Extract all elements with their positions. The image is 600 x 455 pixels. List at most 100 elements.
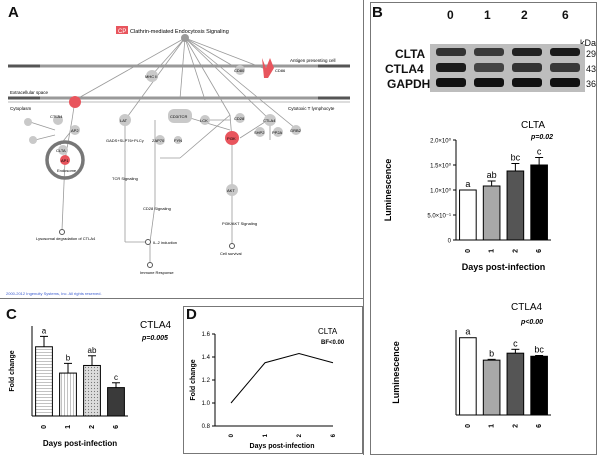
node-ctla4-left [53,115,63,125]
node-fyn [174,136,182,144]
significance-letter: b [66,353,71,362]
blot-kda-gapdh: 36 [586,79,597,89]
significance-letter: a [465,327,470,337]
node-shp2 [255,127,265,137]
x-axis-label: Days post-infection [43,439,117,448]
bar-1 [482,185,501,241]
band-clta-1 [474,48,504,56]
y-tick-label: 1.5×10⁰ [430,163,452,170]
y-tick-label: 0.8 [202,424,211,430]
y-axis-label: Luminescence [383,159,393,222]
x-tick-label: 1 [489,424,496,428]
x-axis-label: Days post-infection [462,262,546,272]
node-clta-endo-label: CLTA [56,148,66,153]
node-ap2 [70,125,80,135]
x-tick-label: 2 [89,425,96,429]
lane-label-6: 6 [562,8,569,22]
node-grb2 [291,125,301,135]
y-tick-label: 5.0×10⁻¹ [427,214,451,220]
pathway-nodes: CTLA4 AP2 CLTA AP1 LAT GADS+SLP76+PLCγ Z… [24,34,302,196]
node-pp2a [273,127,283,137]
output-survival-dot [229,243,235,249]
node-akt-label: AKT [227,188,235,193]
x-tick-label: 6 [536,424,543,428]
blot-bands-ctla4 [436,63,580,72]
blot-bands-clta [436,48,580,56]
bar-6 [530,164,548,241]
output-immune: Immune Response [140,270,174,275]
node-fyn-label: FYN [174,138,182,143]
node-cd86-label: CD86 [275,68,286,73]
node-zap70-label: ZAP70 [152,138,165,143]
significance-letter: bc [534,345,544,355]
chart-stat: p<0.00 [520,319,543,326]
node-pi3k [225,131,239,145]
node-ap2-label: AP2 [71,128,79,133]
node-top-hub [181,34,189,42]
chart-title: CLTA [521,120,545,131]
lane-label-0: 0 [447,8,454,22]
significance-letter: c [114,373,118,382]
node-lck [200,115,210,125]
output-survival: Cell survival [220,251,242,256]
node-cd86 [262,58,274,78]
y-tick-label: 1.4 [202,355,211,361]
node-lat [119,114,131,126]
node-lat-label: LAT [120,118,128,123]
panel-letter-c: C [6,306,17,323]
bar-0 [459,337,477,416]
copyright-text: 2000-2012 Ingenuity Systems, Inc. All ri… [6,291,102,296]
y-tick-label: 0 [448,239,452,245]
y-tick-label: 1.2 [202,378,211,384]
panel-letter-d: D [186,306,197,323]
node-small-1 [24,118,32,126]
bar-6 [530,355,548,416]
output-il2: IL-2 induction [153,240,177,245]
node-ap1 [60,155,70,165]
panel-letter-a: A [8,4,19,21]
pathway-edges [29,37,296,265]
node-ap1-label: AP1 [61,158,69,163]
chart-stat: p=0.02 [530,134,553,141]
node-ctla4-right [264,114,276,126]
blot-label-ctla4: CTLA4 [385,62,424,76]
band-ctla4-0 [436,63,466,72]
band-ctla4-2 [512,63,542,72]
y-tick-label: 2.0×10⁰ [430,138,452,145]
node-small-2 [29,136,37,144]
x-tick-label: 0 [41,425,48,429]
node-clta-endo [58,145,68,155]
band-gapdh-1 [474,78,504,87]
panel-d-box [183,306,363,454]
label-endosome: Endosome [57,168,77,173]
node-mhc-label: MHC II [145,74,157,79]
node-clta-top [69,96,81,108]
kda-header: kDa [580,38,597,48]
chart-c: a 0 b 1 ab 2 c 6 CTLA4 p=0.005 Fold change Days pos… [9,320,172,448]
node-cd3tcr-label: CD3/TCR [170,114,187,119]
chart-b-clta: 0 5.0×10⁻¹ 1.0×10⁰ 1.5×10⁰ 2.0×10⁰ a 0 ab 1 bc 2 c 6… [383,120,553,272]
y-tick-label: 1.6 [202,332,211,338]
band-ctla4-6 [550,63,580,72]
significance-letter: ab [88,346,97,355]
label-cytoplasm: Cytoplasm [10,106,32,111]
x-tick-label: 1 [65,425,72,429]
output-lyso: Lysosomal degradation of CTLA4 [36,236,96,241]
band-gapdh-0 [436,78,466,87]
bar-1 [482,359,501,416]
node-grb2-label: GRB2 [290,128,302,133]
node-cd3tcr [168,109,192,123]
bar-6 [107,387,125,417]
x-tick-label: 0 [229,433,235,437]
western-blot [430,44,585,92]
chart-stat: p=0.005 [141,335,168,342]
bar-2 [83,364,101,417]
legend-tag-box [116,26,128,34]
node-zap70 [155,135,165,145]
chart-d: 0.8 1.0 1.2 1.4 1.6 0 1 2 6 CLTA BF<0.00 Fold chang… [190,327,345,450]
bar-0 [459,189,477,241]
node-lck-label: LCK [200,118,208,123]
y-tick-label: 1.0 [202,401,211,407]
blot-bands-gapdh [436,78,580,87]
node-cd28-label: CD28 [234,116,245,121]
